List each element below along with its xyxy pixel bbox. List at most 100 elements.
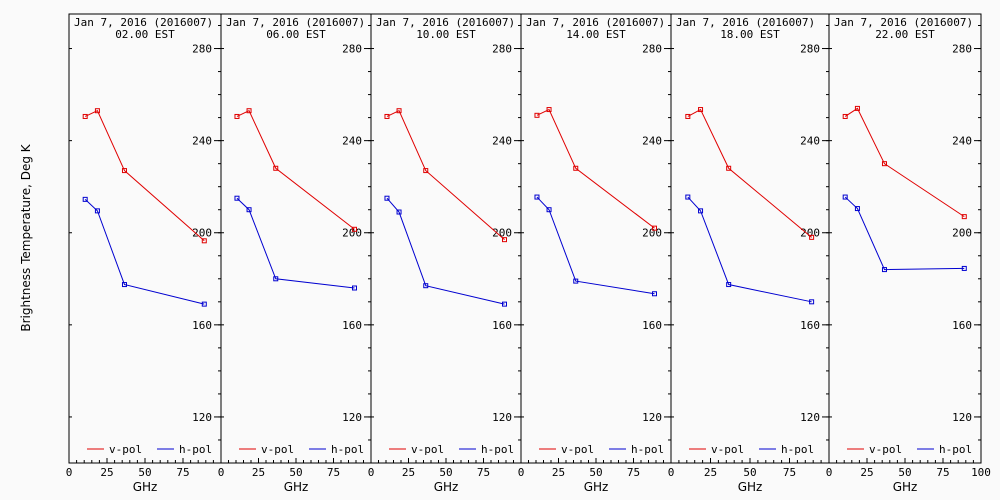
y-tick-label: 240: [192, 135, 212, 148]
y-tick-label: 200: [342, 227, 362, 240]
data-point: [94, 108, 100, 114]
panel-date: Jan 7, 2016 (2016007): [526, 16, 665, 29]
data-point: [534, 112, 540, 118]
panel-5: Jan 7, 2016 (2016007)18.00 EST 120 160 200 2…: [668, 13, 830, 494]
data-point: [352, 285, 357, 291]
data-point: [652, 291, 657, 297]
legend-label: h-pol: [331, 443, 364, 456]
legend-label: h-pol: [939, 443, 972, 456]
legend-label: h-pol: [781, 443, 814, 456]
panel-time: 10.00 EST: [416, 28, 476, 41]
data-point: [573, 278, 579, 284]
x-axis-label: GHz: [133, 480, 158, 494]
y-tick-label: 280: [800, 43, 820, 56]
series-line-h-pol: [386, 197, 505, 305]
y-tick-label: 120: [952, 411, 972, 424]
data-point: [573, 165, 579, 171]
y-tick-label: 200: [800, 227, 820, 240]
panel-2: Jan 7, 2016 (2016007)06.00 EST 120 160 200 2…: [218, 13, 372, 494]
y-tick-label: 160: [342, 319, 362, 332]
legend-label: v-pol: [869, 443, 902, 456]
y-tick-label: 160: [192, 319, 212, 332]
data-point: [842, 113, 848, 119]
series-line-h-pol: [844, 196, 965, 271]
y-tick-label: 160: [800, 319, 820, 332]
panel-6: Jan 7, 2016 (2016007)22.00 EST 120 160 200 2…: [826, 13, 991, 494]
series-line-v-pol: [844, 107, 965, 218]
legend-label: v-pol: [261, 443, 294, 456]
panel-time: 14.00 EST: [566, 28, 626, 41]
data-point: [94, 208, 100, 214]
series-line-h-pol: [84, 198, 205, 305]
data-point: [121, 282, 127, 288]
x-tick-label: 50: [898, 466, 911, 479]
panel-4: Jan 7, 2016 (2016007)14.00 EST 120 160 200 2…: [518, 13, 672, 494]
x-tick-label: 25: [252, 466, 265, 479]
y-tick-label: 240: [800, 135, 820, 148]
y-tick-label: 160: [952, 319, 972, 332]
y-tick-label: 280: [642, 43, 662, 56]
data-point: [881, 161, 887, 167]
panel-date: Jan 7, 2016 (2016007): [376, 16, 515, 29]
panel-date: Jan 7, 2016 (2016007): [226, 16, 365, 29]
data-point: [534, 194, 540, 200]
y-tick-label: 200: [952, 227, 972, 240]
data-point: [809, 299, 815, 305]
x-axis-label: GHz: [434, 480, 459, 494]
y-tick-label: 240: [342, 135, 362, 148]
series-line-v-pol: [386, 110, 505, 241]
data-point: [396, 108, 402, 114]
x-axis-label: GHz: [284, 480, 309, 494]
data-point: [273, 276, 279, 282]
data-point: [502, 301, 507, 307]
x-axis-label: GHz: [584, 480, 609, 494]
x-tick-label: 75: [936, 466, 949, 479]
data-point: [698, 107, 704, 113]
x-tick-label: 50: [439, 466, 452, 479]
data-point: [82, 196, 88, 202]
data-point: [273, 165, 279, 171]
y-tick-label: 120: [192, 411, 212, 424]
y-tick-label: 120: [492, 411, 512, 424]
x-tick-label: 50: [743, 466, 756, 479]
series-line-v-pol: [236, 110, 355, 230]
data-point: [121, 168, 127, 174]
x-tick-label: 50: [138, 466, 151, 479]
y-tick-label: 120: [800, 411, 820, 424]
series-line-h-pol: [236, 197, 355, 289]
data-point: [384, 195, 390, 201]
data-point: [234, 113, 240, 119]
data-point: [423, 283, 429, 289]
y-tick-label: 120: [342, 411, 362, 424]
legend-label: v-pol: [411, 443, 444, 456]
panel-3: Jan 7, 2016 (2016007)10.00 EST 120 160 200 2…: [368, 13, 522, 494]
x-tick-label: 25: [402, 466, 415, 479]
y-tick-label: 120: [642, 411, 662, 424]
y-tick-label: 240: [492, 135, 512, 148]
legend-label: h-pol: [179, 443, 212, 456]
y-tick-label: 240: [952, 135, 972, 148]
y-tick-label: 280: [952, 43, 972, 56]
y-tick-label: 160: [492, 319, 512, 332]
panel-date: Jan 7, 2016 (2016007): [676, 16, 815, 29]
panel-time: 06.00 EST: [266, 28, 326, 41]
data-point: [502, 237, 507, 243]
x-tick-label: 25: [552, 466, 565, 479]
y-tick-label: 280: [492, 43, 512, 56]
y-tick-label: 160: [642, 319, 662, 332]
panel-time: 22.00 EST: [875, 28, 935, 41]
data-point: [961, 265, 967, 271]
x-tick-label: 0: [218, 466, 225, 479]
y-tick-label: 280: [192, 43, 212, 56]
legend-label: v-pol: [561, 443, 594, 456]
x-tick-label: 75: [327, 466, 340, 479]
data-point: [82, 113, 88, 119]
y-axis-label: Brightness Temperature, Deg K: [19, 143, 33, 331]
data-point: [352, 226, 357, 232]
x-tick-label: 0: [826, 466, 833, 479]
x-tick-label: 0: [66, 466, 73, 479]
x-tick-label: 0: [668, 466, 675, 479]
x-tick-label: 75: [176, 466, 189, 479]
data-point: [546, 107, 552, 113]
